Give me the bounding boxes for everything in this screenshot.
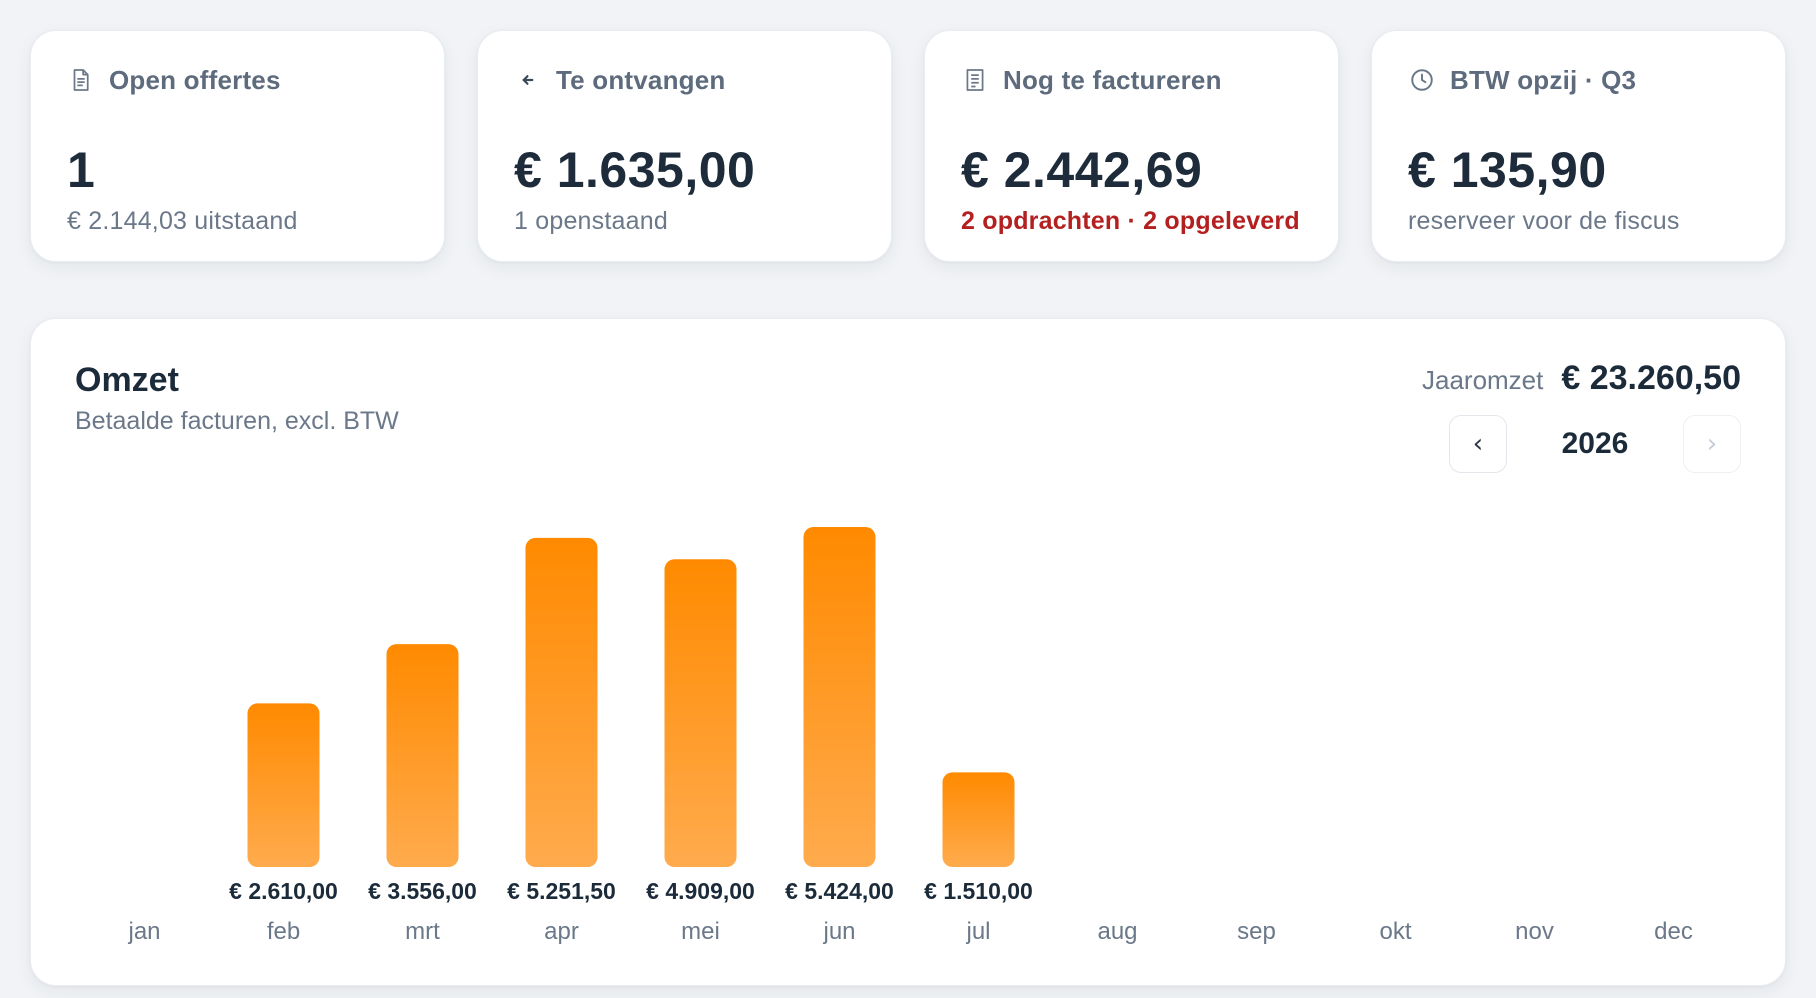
month-label-sep: sep (1237, 918, 1276, 945)
stat-value: € 135,90 (1408, 142, 1607, 198)
month-label-dec: dec (1654, 918, 1693, 945)
month-label-jan: jan (127, 918, 160, 945)
stat-title: Te ontvangen (556, 64, 726, 95)
stat-title: Nog te factureren (1003, 64, 1222, 95)
next-year-button[interactable]: › (1683, 415, 1741, 473)
revenue-chart-card: Omzet Betaalde facturen, excl. BTW Jaaro… (30, 318, 1786, 986)
bar-mei[interactable] (664, 559, 737, 867)
clock-icon (1408, 66, 1436, 94)
month-label-apr: apr (544, 918, 579, 945)
stat-subtext: reserveer voor de fiscus (1408, 207, 1680, 235)
month-label-jun: jun (822, 918, 855, 945)
month-label-feb: feb (267, 918, 300, 945)
year-total-label: Jaaromzet (1421, 365, 1544, 395)
month-label-aug: aug (1097, 918, 1137, 945)
stat-cards: Open offertes 1 € 2.144,03 uitstaand Te … (30, 30, 1786, 262)
year-total-value: € 23.260,50 (1561, 359, 1741, 397)
stat-header: Open offertes (67, 61, 408, 99)
receipt-icon (961, 66, 989, 94)
stat-card-open-offertes[interactable]: Open offertes 1 € 2.144,03 uitstaand (30, 30, 445, 262)
stat-value: € 1.635,00 (514, 142, 756, 198)
bar-feb[interactable] (247, 703, 320, 867)
year-label: 2026 (1561, 427, 1629, 460)
month-label-mei: mei (681, 918, 720, 945)
stat-header: Nog te factureren (961, 61, 1302, 99)
arrow-in-icon (514, 66, 542, 94)
bar-value-label: € 3.556,00 (368, 878, 477, 904)
revenue-bar-chart: jan € 2.610,00 feb € 3.556,00 mrt € 5.251,50 a… (127, 527, 1693, 945)
document-icon (67, 66, 95, 94)
stat-header: Te ontvangen (514, 61, 855, 99)
chart-subtitle: Betaalde facturen, excl. BTW (75, 407, 399, 435)
year-navigator: ‹ 2026 › (1449, 415, 1741, 473)
chart-title: Omzet (75, 361, 179, 399)
bar-jul[interactable] (942, 772, 1015, 867)
bar-mrt[interactable] (386, 644, 459, 867)
stat-subtext: 1 openstaand (514, 207, 668, 235)
month-label-mrt: mrt (405, 918, 440, 945)
bar-value-label: € 1.510,00 (924, 878, 1033, 904)
stat-subtext: € 2.144,03 uitstaand (67, 207, 298, 235)
stat-value: € 2.442,69 (961, 142, 1203, 198)
bar-apr[interactable] (525, 537, 598, 867)
bar-jun[interactable] (803, 527, 876, 867)
bar-value-label: € 2.610,00 (229, 878, 338, 904)
prev-year-button[interactable]: ‹ (1449, 415, 1507, 473)
chevron-right-icon: › (1706, 429, 1718, 459)
stat-header: BTW opzij · Q3 (1408, 61, 1749, 99)
stat-title: BTW opzij · Q3 (1450, 64, 1637, 95)
bar-value-label: € 4.909,00 (646, 878, 755, 904)
year-total: Jaaromzet € 23.260,50 (1422, 359, 1741, 398)
chevron-left-icon: ‹ (1472, 429, 1484, 459)
stat-card-te-ontvangen[interactable]: Te ontvangen € 1.635,00 1 openstaand (477, 30, 892, 262)
month-label-jul: jul (965, 918, 990, 945)
stat-card-btw-opzij[interactable]: BTW opzij · Q3 € 135,90 reserveer voor d… (1371, 30, 1786, 262)
bar-value-label: € 5.251,50 (507, 878, 616, 904)
stat-card-nog-te-factureren[interactable]: Nog te factureren € 2.442,69 2 opdrachte… (924, 30, 1339, 262)
stat-value: 1 (67, 142, 96, 198)
stat-subtext-alert: 2 opdrachten · 2 opgeleverd (961, 207, 1300, 235)
bar-value-label: € 5.424,00 (785, 878, 894, 904)
month-label-okt: okt (1379, 918, 1411, 945)
stat-title: Open offertes (109, 64, 281, 95)
month-label-nov: nov (1515, 918, 1554, 945)
